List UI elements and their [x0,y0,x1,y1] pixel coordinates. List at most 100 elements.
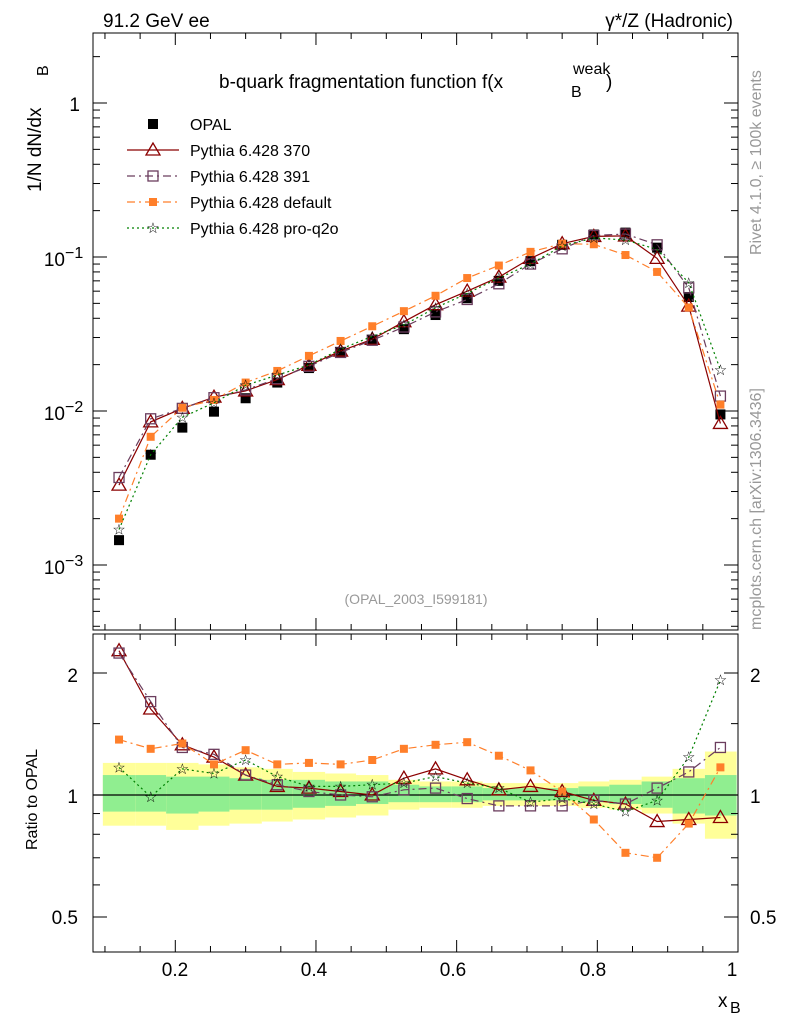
ratio-point-p370 [522,778,539,793]
ratio-point-default [178,739,187,748]
legend-entry-proq2o: ☆ Pythia 6.428 pro-q2o [127,220,339,238]
main-point-default [146,432,155,441]
legend-entry-opal: OPAL [148,117,232,134]
ratio-point-proq2o: ☆ [714,672,727,689]
ratio-point-proq2o: ☆ [239,752,252,769]
svg-text:B: B [571,84,582,101]
chart-title: b-quark fragmentation function f(x B wea… [219,61,612,101]
ratio-point-proq2o: ☆ [492,780,505,797]
svg-text:x: x [718,991,728,1012]
main-point-default [304,351,313,360]
ratio-point-p391 [239,769,252,781]
main-point-proq2o: ☆ [555,238,568,255]
main-point-proq2o: ☆ [682,275,695,292]
ratio-point-p391 [588,794,600,807]
ratio-line-proq2o [118,679,721,813]
ratio-point-proq2o: ☆ [682,749,695,766]
main-series-group: ☆ ☆ ☆ ☆ ☆ ☆ ☆ ☆ ☆ ☆ ☆ ☆ ☆ ☆ ☆ ☆ ☆ ☆ ☆ ☆ [110,227,729,546]
legend-marker-p391 [147,170,159,182]
header-energy: 91.2 GeV ee [103,11,210,32]
band-inner [451,786,483,803]
main-point-default [589,240,598,249]
header-process: γ*/Z (Hadronic) [605,11,733,32]
main-point-proq2o: ☆ [271,367,284,384]
main-point-proq2o: ☆ [334,341,347,358]
main-point-p370 [648,250,666,265]
main-point-proq2o: ☆ [619,232,632,249]
main-point-opal [652,242,663,253]
ratio-point-default [209,760,218,769]
ratio-point-p391 [429,782,442,794]
ratio-point-p391 [145,695,157,708]
band-inner [515,788,546,801]
xlabel-1: 1 [727,960,738,981]
ratio-point-p391 [524,800,537,812]
main-series-proq2o: ☆ ☆ ☆ ☆ ☆ ☆ ☆ ☆ ☆ ☆ ☆ ☆ ☆ ☆ ☆ ☆ ☆ ☆ ☆ ☆ [112,230,727,539]
main-point-opal [620,227,631,238]
ratio-point-p370 [459,771,476,786]
band-inner [672,778,705,814]
ratio-y-axis-title: Ratio to OPAL [24,749,41,850]
ratio-point-proq2o: ☆ [334,778,347,795]
ratio-point-proq2o: ☆ [587,796,600,813]
main-line-proq2o [118,237,721,530]
main-point-opal [683,291,694,302]
main-point-proq2o: ☆ [460,285,473,302]
legend-marker-proq2o: ☆ [146,220,159,237]
main-point-default [463,274,472,283]
xlabel-0.6: 0.6 [440,960,466,981]
svg-text:weak: weak [572,61,611,78]
main-point-default [526,247,535,256]
main-point-default [115,514,124,523]
legend-label-default: Pythia 6.428 default [190,195,332,212]
ratio-ylabel-2-left: 2 [67,666,78,687]
main-point-default [494,261,503,270]
legend-marker-default [149,198,157,206]
ratio-series-default [115,735,725,862]
main-point-default [431,291,440,300]
ratio-point-p370 [364,786,381,801]
legend-marker-opal [148,119,158,129]
ratio-series-p391 [113,647,727,812]
ratio-point-default [621,848,630,857]
main-panel-frame [92,32,739,631]
main-point-p391 [366,334,378,346]
svg-text:B: B [730,1000,741,1017]
ratio-point-default [653,853,662,862]
ratio-point-p391 [493,800,505,812]
ratio-point-proq2o: ☆ [302,778,315,795]
main-point-p370 [712,415,729,430]
legend-entry-default: Pythia 6.428 default [127,195,332,212]
ratio-point-p370 [712,809,729,824]
analysis-id: (OPAL_2003_I599181) [345,591,488,607]
ratio-ylabel-1-right: 1 [750,787,761,808]
ratio-point-default [336,760,345,769]
ratio-point-p370 [142,700,159,715]
ratio-ylabel-1-left: 1 [67,787,78,808]
main-point-default [716,400,725,409]
main-line-p391 [118,233,721,478]
ratio-point-default [115,735,124,744]
ratio-point-p391 [556,800,568,812]
legend-label-p370: Pythia 6.428 370 [190,143,310,160]
ratio-point-p391 [619,798,632,810]
main-point-opal [588,229,599,240]
main-point-default [653,267,662,276]
main-point-default [368,322,377,331]
main-point-p370 [459,282,476,297]
main-point-default [336,336,345,345]
legend-entry-p391: Pythia 6.428 391 [127,169,310,186]
main-point-p370 [427,296,444,311]
main-point-opal [240,393,251,404]
ratio-point-proq2o: ☆ [650,792,663,809]
main-point-p391 [461,293,473,306]
ratio-point-proq2o: ☆ [619,804,632,821]
ratio-point-proq2o: ☆ [429,769,442,786]
rivet-label: Rivet 4.1.0, ≥ 100k events [748,70,765,255]
legend-label-p391: Pythia 6.428 391 [190,169,310,186]
main-point-opal [398,324,409,335]
band-inner [198,776,230,812]
main-point-proq2o: ☆ [492,270,505,287]
band-inner [102,775,136,812]
